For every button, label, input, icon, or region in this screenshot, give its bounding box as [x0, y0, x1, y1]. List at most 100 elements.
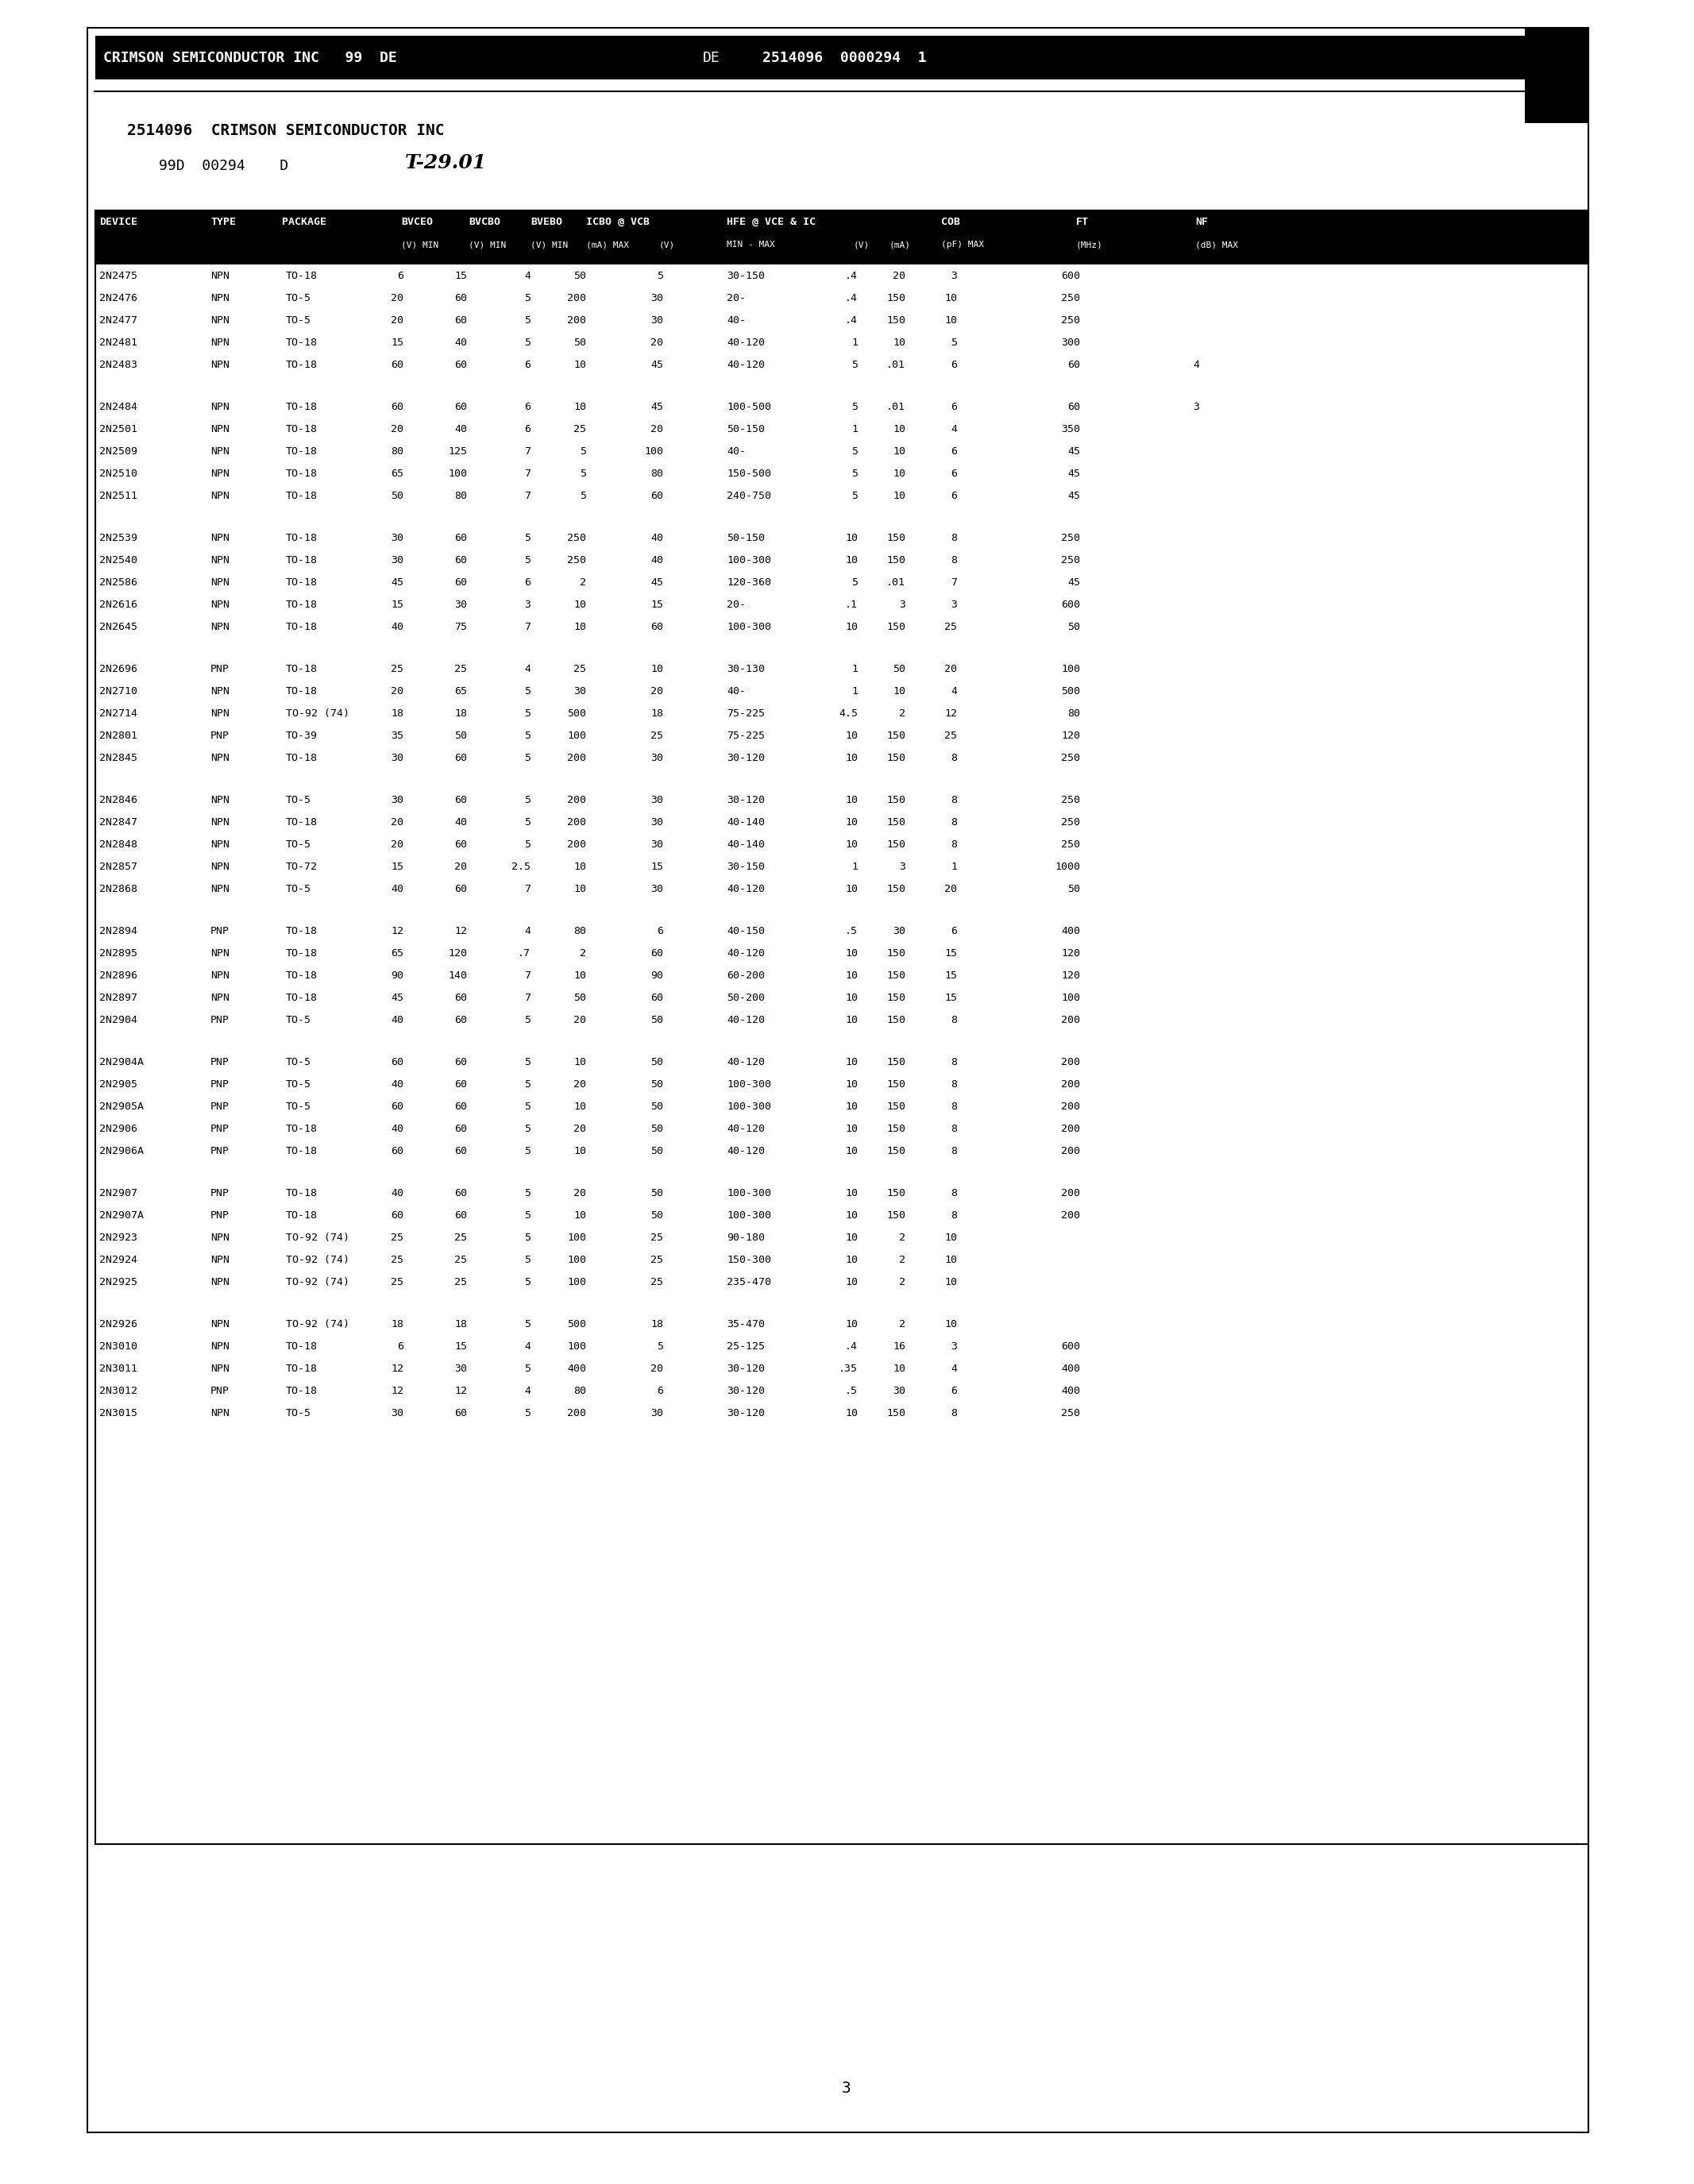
Bar	[95, 262, 1589, 264]
Text: 250: 250	[1060, 839, 1081, 850]
Text: NPN: NPN	[210, 577, 229, 587]
Text: 10: 10	[944, 1256, 957, 1265]
Text: 99D  00294    D: 99D 00294 D	[159, 159, 288, 173]
Text: 30: 30	[650, 839, 662, 850]
Text: PNP: PNP	[210, 1147, 229, 1155]
Text: 20: 20	[573, 1079, 586, 1090]
Text: (mA): (mA)	[889, 240, 911, 249]
Text: 60: 60	[1067, 360, 1081, 369]
Text: 60: 60	[454, 577, 468, 587]
Text: NPN: NPN	[210, 1409, 229, 1417]
Text: 5: 5	[523, 1057, 530, 1068]
Text: 40-: 40-	[727, 446, 745, 456]
Text: 30: 30	[650, 293, 662, 304]
Text: NPN: NPN	[210, 948, 229, 959]
Text: NPN: NPN	[210, 402, 229, 413]
Text: PNP: PNP	[210, 1079, 229, 1090]
Text: 5: 5	[852, 577, 857, 587]
Text: 200: 200	[1060, 1057, 1081, 1068]
Text: 10: 10	[845, 1210, 857, 1221]
Text: 10: 10	[573, 1101, 586, 1112]
Text: 2N2539: 2N2539	[100, 533, 137, 544]
Text: 20-: 20-	[727, 601, 745, 609]
Text: 30: 30	[650, 753, 662, 762]
Text: 25: 25	[391, 1256, 403, 1265]
Text: 4: 4	[523, 664, 530, 675]
Text: .4: .4	[845, 1341, 857, 1352]
Text: 10: 10	[845, 533, 857, 544]
Text: .01: .01	[886, 360, 905, 369]
Text: 5: 5	[852, 402, 857, 413]
Text: 150: 150	[886, 1079, 905, 1090]
Text: 18: 18	[650, 1319, 662, 1330]
Text: 2N2510: 2N2510	[100, 470, 137, 478]
Text: 100-300: 100-300	[727, 1210, 771, 1221]
Text: 50: 50	[573, 994, 586, 1002]
Text: 6: 6	[950, 402, 957, 413]
Text: BVCBO: BVCBO	[469, 216, 500, 227]
Text: NPN: NPN	[210, 1341, 229, 1352]
Text: 40-120: 40-120	[727, 339, 764, 347]
Text: 8: 8	[950, 817, 957, 828]
Text: 2N2845: 2N2845	[100, 753, 137, 762]
Text: 2N2904A: 2N2904A	[100, 1057, 144, 1068]
Text: 5: 5	[523, 708, 530, 719]
Text: 200: 200	[1060, 1079, 1081, 1090]
Text: 35: 35	[391, 732, 403, 740]
Text: TO-18: TO-18	[286, 948, 318, 959]
Text: 20: 20	[650, 1363, 662, 1374]
Text: 50: 50	[650, 1101, 662, 1112]
Text: NPN: NPN	[210, 1363, 229, 1374]
Text: 10: 10	[845, 1188, 857, 1199]
Bar	[95, 35, 1581, 79]
Text: PACKAGE: PACKAGE	[281, 216, 327, 227]
Text: 10: 10	[845, 1278, 857, 1286]
Text: 60: 60	[454, 839, 468, 850]
Text: 150: 150	[886, 622, 905, 631]
Text: TO-18: TO-18	[286, 664, 318, 675]
Text: 1: 1	[852, 863, 857, 871]
Text: 5: 5	[523, 732, 530, 740]
Text: 2N2868: 2N2868	[100, 885, 137, 893]
Text: PNP: PNP	[210, 732, 229, 740]
Text: 8: 8	[950, 1188, 957, 1199]
Text: NPN: NPN	[210, 533, 229, 544]
Text: TO-18: TO-18	[286, 622, 318, 631]
Text: .5: .5	[845, 926, 857, 937]
Text: 40-: 40-	[727, 314, 745, 325]
Text: 2N2847: 2N2847	[100, 817, 137, 828]
Text: 90-180: 90-180	[727, 1232, 764, 1243]
Text: 100-300: 100-300	[727, 1188, 771, 1199]
Text: TO-18: TO-18	[286, 753, 318, 762]
Text: 120: 120	[1060, 948, 1081, 959]
Text: COB: COB	[942, 216, 960, 227]
Text: 30: 30	[650, 314, 662, 325]
Text: 2N2848: 2N2848	[100, 839, 137, 850]
Text: 2N2907A: 2N2907A	[100, 1210, 144, 1221]
Text: 25: 25	[650, 1256, 662, 1265]
Text: 2: 2	[900, 1232, 905, 1243]
Text: 5: 5	[523, 1256, 530, 1265]
Text: 10: 10	[845, 817, 857, 828]
Text: 2N2846: 2N2846	[100, 795, 137, 806]
Text: 60: 60	[454, 1409, 468, 1417]
Text: 15: 15	[650, 601, 662, 609]
Text: 150: 150	[886, 839, 905, 850]
Text: 250: 250	[1060, 314, 1081, 325]
Text: 60: 60	[391, 1057, 403, 1068]
Text: 6: 6	[657, 1387, 662, 1396]
Text: 2N2696: 2N2696	[100, 664, 137, 675]
Bar	[1525, 28, 1589, 122]
Text: 40-120: 40-120	[727, 948, 764, 959]
Text: 100-300: 100-300	[727, 622, 771, 631]
Text: 5: 5	[523, 533, 530, 544]
Text: 90: 90	[391, 970, 403, 981]
Text: 60: 60	[454, 314, 468, 325]
Text: (V) MIN: (V) MIN	[469, 240, 507, 249]
Text: 10: 10	[845, 1147, 857, 1155]
Text: 5: 5	[523, 1409, 530, 1417]
Text: 80: 80	[391, 446, 403, 456]
Text: 20: 20	[944, 664, 957, 675]
Text: 10: 10	[845, 839, 857, 850]
Text: (pF) MAX: (pF) MAX	[942, 240, 984, 249]
